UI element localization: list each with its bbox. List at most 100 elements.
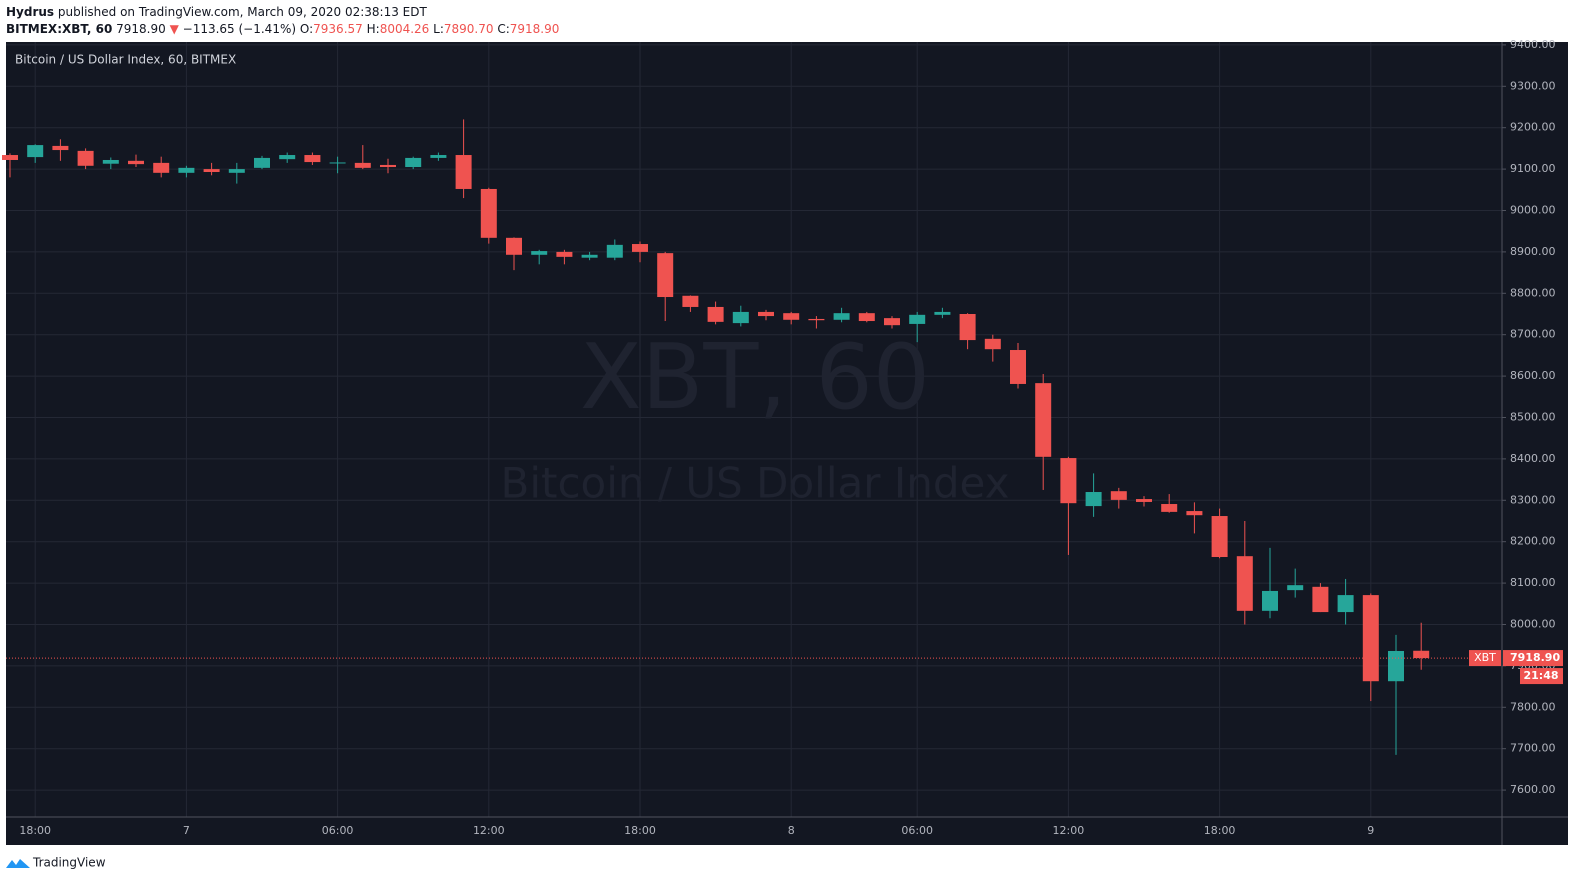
body — [153, 162, 170, 173]
body — [1060, 458, 1077, 504]
body — [102, 159, 119, 164]
body — [228, 169, 245, 173]
grid — [6, 42, 1502, 817]
body — [354, 162, 371, 168]
header-line: Hydrus published on TradingView.com, Mar… — [6, 5, 427, 19]
body — [858, 313, 875, 322]
body — [632, 244, 648, 252]
body — [279, 155, 296, 160]
body — [531, 251, 548, 255]
countdown-bg — [1520, 668, 1563, 685]
axes: 9400.00 9300.00 9200.00 9100.00 9000.00 8900.… — [19, 38, 1563, 837]
symbol: BITMEX:XBT, 60 — [6, 22, 112, 36]
body — [1136, 499, 1152, 502]
body — [52, 145, 69, 151]
body — [707, 306, 724, 322]
x-tick-label: 12:00 — [1053, 824, 1085, 837]
body — [984, 338, 1001, 350]
ohlc-value: 7936.57 — [313, 22, 363, 36]
published: published on TradingView.com, March 09, … — [58, 5, 428, 19]
y-tick-label: 8200.00 — [1510, 535, 1556, 548]
y-tick-label: 9000.00 — [1510, 203, 1556, 216]
y-tick-label: 8300.00 — [1510, 493, 1556, 506]
y-tick-label: 7600.00 — [1510, 783, 1556, 796]
x-tick-label: 18:00 — [1204, 824, 1236, 837]
arrow: ▼ — [170, 22, 180, 36]
ohlc-value: 7890.70 — [444, 22, 494, 36]
body — [405, 157, 422, 168]
y-tick-label: 9100.00 — [1510, 162, 1556, 175]
watermark: Bitcoin / US Dollar Index — [501, 459, 1010, 508]
x-tick-label: 18:00 — [19, 824, 51, 837]
y-tick-label: 8700.00 — [1510, 328, 1556, 341]
body — [1110, 491, 1127, 500]
body — [380, 164, 396, 168]
body — [1010, 350, 1026, 384]
footer-brand: TradingView — [32, 856, 106, 870]
body — [909, 314, 926, 324]
body — [128, 160, 144, 165]
body — [506, 237, 522, 255]
body — [1413, 650, 1430, 659]
body — [556, 251, 573, 257]
body — [959, 313, 976, 341]
body — [884, 318, 900, 326]
body — [430, 155, 447, 158]
y-tick-label: 8100.00 — [1510, 576, 1556, 589]
change: −113.65 (−1.41%) — [183, 22, 296, 36]
y-tick-label: 8600.00 — [1510, 369, 1556, 382]
body — [581, 254, 598, 258]
ohlc-value: 7918.90 — [510, 22, 560, 36]
x-tick-label: 18:00 — [624, 824, 656, 837]
body — [1362, 595, 1379, 682]
ohlc-value: 8004.26 — [380, 22, 430, 36]
tag-bg — [1469, 650, 1501, 667]
ohlc-label: H: — [367, 22, 380, 36]
author: Hydrus — [6, 5, 54, 19]
body — [203, 169, 220, 172]
countdown: 21:48 — [1523, 669, 1558, 682]
y-tick-label: 8800.00 — [1510, 286, 1556, 299]
footer-logo — [6, 859, 30, 868]
last: 7918.90 — [116, 22, 166, 36]
price-tag: XBT — [1474, 651, 1496, 664]
body — [732, 311, 749, 324]
body — [1312, 586, 1329, 613]
y-tick-label: 7800.00 — [1510, 700, 1556, 713]
y-tick-label: 9300.00 — [1510, 79, 1556, 92]
price-label-bg — [1503, 650, 1563, 667]
body — [77, 150, 94, 166]
body — [783, 313, 800, 320]
body — [1161, 504, 1178, 512]
y-tick-label: 8500.00 — [1510, 410, 1556, 423]
body — [1211, 516, 1228, 558]
x-tick-label: 12:00 — [473, 824, 505, 837]
body — [1388, 650, 1404, 682]
x-tick-label: 06:00 — [901, 824, 933, 837]
body — [455, 155, 472, 189]
x-tick-label: 7 — [183, 824, 190, 837]
y-tick-label: 8000.00 — [1510, 617, 1556, 630]
body — [1337, 595, 1354, 613]
body — [1236, 556, 1253, 611]
body — [1262, 590, 1278, 611]
body — [1035, 383, 1052, 457]
y-tick-label: 8400.00 — [1510, 452, 1556, 465]
body — [27, 145, 44, 158]
x-tick-label: 06:00 — [322, 824, 354, 837]
ohlc-label: O: — [300, 22, 313, 36]
y-tick-label: 9200.00 — [1510, 121, 1556, 134]
body — [178, 167, 195, 173]
body — [2, 155, 18, 160]
ohlc-label: L: — [433, 22, 444, 36]
body — [480, 188, 497, 238]
body — [758, 311, 774, 317]
x-tick-label: 8 — [788, 824, 795, 837]
body — [808, 318, 825, 321]
legend-line: BITMEX:XBT, 60 7918.90 ▼ −113.65 (−1.41%… — [6, 22, 559, 36]
body — [304, 155, 321, 163]
y-tick-label: 8900.00 — [1510, 245, 1556, 258]
body — [833, 313, 850, 320]
watermark: XBT, 60 — [580, 325, 930, 430]
